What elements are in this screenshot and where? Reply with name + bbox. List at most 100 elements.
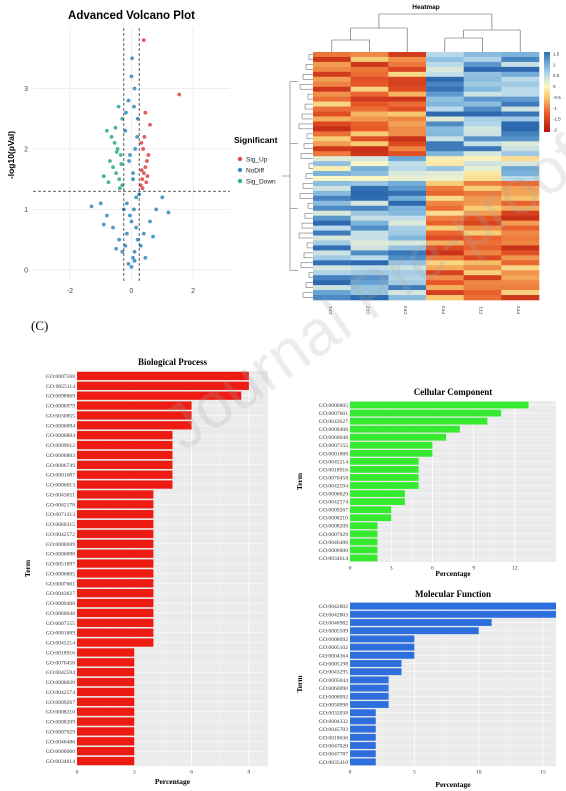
- heatmap-cell: [463, 230, 502, 236]
- point-sig-down: [115, 147, 120, 151]
- heatmap-cell: [426, 81, 464, 88]
- heatmap-cell: [313, 116, 351, 122]
- point-nodiff: [126, 98, 131, 103]
- bar: [350, 498, 405, 506]
- heatmap-cell: [501, 156, 540, 162]
- heatmap-cell: [350, 255, 389, 261]
- point-nodiff: [98, 201, 103, 206]
- heatmap-cell: [388, 166, 427, 172]
- point-nodiff: [132, 258, 137, 263]
- heatmap-cell: [350, 171, 389, 177]
- heatmap-cell: [313, 101, 351, 107]
- category-label: GO:0009612: [46, 443, 75, 449]
- row-dendrogram-branch: [303, 143, 313, 149]
- point-nodiff: [148, 219, 152, 224]
- heatmap-cell: [463, 91, 502, 97]
- category-label: GO:0005044: [319, 678, 348, 684]
- plot-area: [350, 602, 556, 766]
- point-nodiff: [117, 237, 122, 242]
- heatmap-cell: [463, 76, 502, 83]
- point-nodiff: [132, 104, 136, 109]
- heatmap-cell: [501, 116, 540, 122]
- x-tick-label: 9: [248, 770, 251, 776]
- heatmap-cell: [501, 121, 540, 127]
- column-label: FF1: [479, 306, 484, 314]
- heatmap-cell: [463, 285, 502, 291]
- legend-marker: [237, 156, 243, 162]
- heatmap-cell: [463, 136, 502, 142]
- heatmap-cell: [313, 96, 351, 102]
- heatmap-cell: [350, 56, 389, 63]
- heatmap-cell: [501, 52, 540, 58]
- row-dendrogram-branch: [303, 252, 313, 259]
- bar: [350, 602, 556, 610]
- heatmap-cell: [313, 265, 351, 271]
- bar: [350, 474, 419, 481]
- column-label: CF2: [366, 306, 371, 315]
- heatmap-cell: [350, 225, 389, 231]
- category-label: GO:0045214: [46, 641, 75, 647]
- heatmap-cell: [426, 156, 464, 162]
- colorbar-tick-label: -0.5: [553, 95, 561, 100]
- heatmap-cell: [501, 171, 540, 177]
- heatmap-cell: [501, 240, 540, 246]
- heatmap-cell: [350, 121, 389, 127]
- bar: [77, 371, 249, 381]
- bar: [77, 450, 173, 460]
- point-nodiff: [128, 153, 132, 157]
- x-tick-label: 15: [540, 770, 546, 776]
- category-label: GO:0008209: [46, 720, 75, 726]
- heatmap-cell: [426, 275, 464, 281]
- heatmap-cell: [388, 235, 427, 241]
- heatmap-cell: [350, 156, 389, 162]
- heatmap-cell: [463, 171, 502, 177]
- row-dendrogram-branch: [298, 123, 313, 130]
- point-nodiff: [123, 128, 128, 133]
- heatmap-cell: [463, 66, 502, 73]
- heatmap-cell: [501, 146, 540, 152]
- bar: [77, 677, 135, 687]
- point-nodiff: [101, 222, 106, 227]
- heatmap-cell: [313, 220, 351, 226]
- heatmap-cell: [426, 215, 464, 221]
- heatmap-cell: [350, 250, 389, 256]
- heatmap-cell: [501, 91, 540, 97]
- bar: [77, 490, 154, 499]
- category-label: GO:0009267: [46, 700, 75, 706]
- heatmap-cell: [388, 205, 427, 212]
- heatmap-cell: [313, 61, 351, 68]
- category-label: GO:0043651: [46, 492, 75, 498]
- heatmap-cell: [388, 250, 427, 256]
- heatmap-cell: [388, 290, 427, 296]
- heatmap-cell: [426, 200, 464, 207]
- heatmap-cell: [350, 180, 389, 187]
- heatmap-cell: [313, 245, 351, 251]
- bar: [350, 651, 415, 659]
- x-tick-label: 9: [472, 566, 475, 572]
- bar: [77, 549, 154, 558]
- point-nodiff: [132, 249, 137, 254]
- point-sig-down: [117, 177, 122, 182]
- point-nodiff: [124, 201, 129, 206]
- heatmap-cell: [426, 126, 464, 132]
- heatmap-cell: [426, 270, 464, 276]
- x-tick-label: 0: [130, 288, 134, 295]
- heatmap-cell: [350, 295, 389, 301]
- heatmap-cell: [426, 66, 464, 73]
- category-label: GO:0035410: [319, 760, 348, 766]
- legend-label: Sig_Down: [246, 179, 276, 186]
- point-nodiff: [127, 159, 131, 163]
- heatmap-cell: [426, 76, 464, 83]
- point-sig-up: [146, 153, 151, 157]
- heatmap-cell: [388, 225, 427, 231]
- point-sig-up: [141, 147, 146, 151]
- heatmap-cell: [501, 210, 540, 216]
- category-label: GO:0060048: [46, 611, 75, 617]
- bar: [77, 510, 154, 519]
- point-nodiff: [104, 213, 109, 218]
- heatmap-cell: [426, 166, 464, 172]
- category-label: GO:0007601: [46, 581, 75, 587]
- heatmap-cell: [501, 111, 540, 117]
- column-label: FF3: [441, 306, 446, 314]
- row-dendrogram-branch: [304, 212, 313, 219]
